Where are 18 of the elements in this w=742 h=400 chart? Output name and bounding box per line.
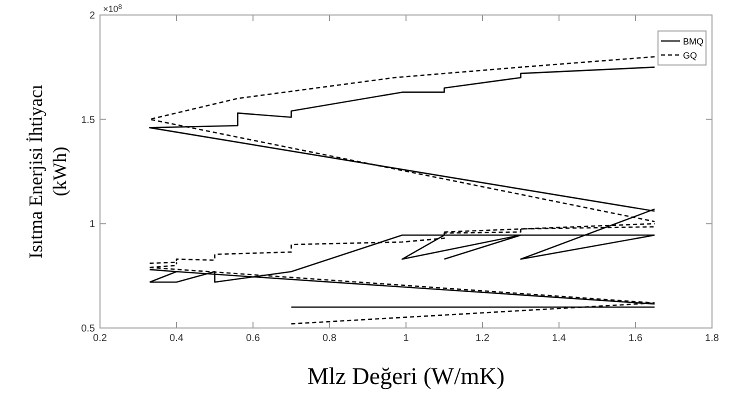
x-tick-label: 0.4 [170,333,184,344]
x-tick-label: 1.4 [552,333,566,344]
y-tick-label: 1 [89,219,96,230]
x-tick-label: 0.6 [246,333,260,344]
x-tick-label: 1.8 [705,333,720,344]
legend-label: GQ [683,50,698,60]
y-axis-title: Isıtma Enerjisi İhtiyacı (kWh) [26,84,71,259]
legend-label: BMQ [683,36,704,46]
text: ×10$^{8}$ [103,4,122,14]
x-tick-label: 0.2 [93,333,108,344]
x-tick-label: 0.8 [322,333,337,344]
y-tick-label: 0.5 [81,324,96,334]
y-tick-label: 2 [89,10,96,22]
x-tick-label: 1.2 [476,333,490,344]
y-tick-label: 1.5 [81,114,96,126]
x-axis-title: Mlz Değeri (W/mK) [307,364,505,390]
x-tick-label: 1.6 [628,333,643,344]
x-tick-label: 1 [403,333,410,344]
